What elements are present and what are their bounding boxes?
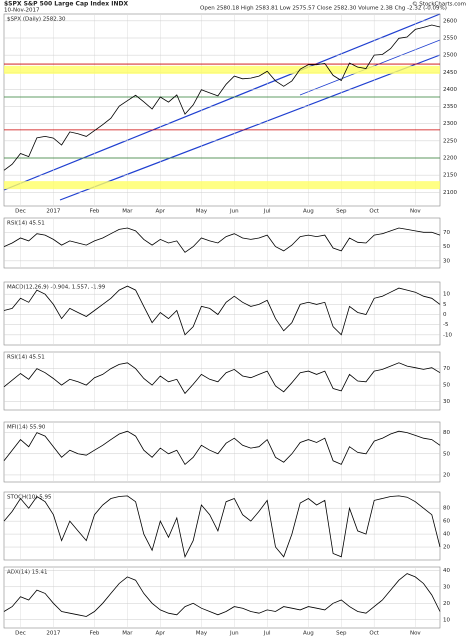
x-tick-label: Nov (410, 631, 421, 637)
panel-frame (3, 217, 441, 269)
panel-frame (3, 281, 441, 346)
panel-frame (3, 566, 441, 629)
y-tick-label: 2300 (443, 121, 457, 127)
panel-frame (3, 351, 441, 411)
x-tick-label: Mar (122, 209, 133, 215)
channel-line (3, 13, 441, 191)
y-tick-label: 10 (443, 617, 450, 623)
y-tick-label: 2150 (443, 173, 457, 179)
y-tick-label: 30 (443, 584, 450, 590)
panel-label: ADX(14) 15.41 (7, 570, 48, 576)
y-tick-label: 0 (443, 312, 447, 318)
y-tick-label: 50 (443, 244, 450, 250)
y-tick-label: 10 (443, 292, 450, 298)
y-tick-label: 2100 (443, 190, 457, 196)
x-tick-label: Apr (156, 209, 166, 215)
y-tick-label: 50 (443, 451, 450, 457)
y-tick-label: 20 (443, 601, 450, 607)
x-tick-label: Feb (90, 209, 100, 215)
series-line (3, 285, 441, 336)
x-tick-label: 2017 (46, 631, 60, 637)
panel-label: MACD(12,26,9) -0.904, 1.557, -1.99 (7, 285, 106, 291)
y-tick-label: 20 (443, 472, 450, 478)
x-tick-label: Aug (303, 631, 314, 637)
panel-label: RSI(14) 45.51 (7, 221, 45, 227)
y-tick-label: 2450 (443, 70, 457, 76)
y-tick-label: 2600 (443, 18, 457, 24)
y-tick-label: 80 (443, 506, 450, 512)
chart-date: 10-Nov-2017 (4, 8, 40, 14)
x-tick-label: Aug (303, 209, 314, 215)
y-tick-label: 80 (443, 430, 450, 436)
x-tick-label: Jun (229, 209, 239, 215)
legend-entry: $SPX (Daily) 2582.30 (7, 17, 66, 23)
x-tick-label: Jul (263, 631, 271, 637)
y-tick-label: 2550 (443, 36, 457, 42)
x-tick-label: Apr (156, 631, 166, 637)
x-tick-label: Jul (263, 209, 271, 215)
y-tick-label: -5 (443, 322, 449, 328)
y-tick-label: 50 (443, 383, 450, 389)
x-tick-label: Nov (410, 209, 421, 215)
panel-frame (3, 13, 441, 207)
y-tick-label: 40 (443, 568, 450, 574)
panel-label: RSI(14) 45.51 (7, 355, 45, 361)
y-tick-label: 40 (443, 532, 450, 538)
y-tick-label: 5 (443, 302, 447, 308)
series-line (3, 430, 441, 466)
y-tick-label: 2200 (443, 156, 457, 162)
series-line (3, 227, 441, 253)
y-tick-label: 20 (443, 545, 450, 551)
x-tick-label: Mar (122, 631, 133, 637)
y-tick-label: 70 (443, 366, 450, 372)
y-tick-label: 2400 (443, 87, 457, 93)
chart-title: $SPX S&P 500 Large Cap Index INDX (4, 1, 128, 8)
x-tick-label: May (196, 209, 208, 215)
x-tick-label: Sep (336, 209, 347, 215)
series-line (3, 495, 441, 558)
series-line (3, 24, 441, 171)
x-tick-label: Dec (15, 631, 26, 637)
y-tick-label: 2350 (443, 104, 457, 110)
y-tick-label: 30 (443, 258, 450, 264)
panel-label: STOCH(10) 5.95 (7, 495, 52, 501)
x-tick-label: Oct (369, 631, 379, 637)
y-tick-label: -10 (443, 332, 452, 338)
y-tick-label: 2250 (443, 138, 457, 144)
panel-frame (3, 421, 441, 483)
x-tick-label: May (196, 631, 208, 637)
x-tick-label: Jun (229, 631, 239, 637)
x-tick-label: Feb (90, 631, 100, 637)
series-line (3, 362, 441, 395)
panel-label: MFI(14) 55.90 (7, 425, 46, 431)
source: © StockCharts.com (412, 1, 466, 8)
x-tick-label: Dec (15, 209, 26, 215)
y-tick-label: 30 (443, 399, 450, 405)
series-line (3, 573, 441, 617)
x-tick-label: Oct (369, 209, 379, 215)
x-tick-label: Sep (336, 631, 347, 637)
quote-info: Open 2580.18 High 2583.81 Low 2575.57 Cl… (200, 6, 447, 12)
y-tick-label: 70 (443, 230, 450, 236)
channel-line (59, 54, 441, 201)
y-tick-label: 60 (443, 519, 450, 525)
x-tick-label: 2017 (46, 209, 60, 215)
panel-frame (3, 491, 441, 561)
y-tick-label: 2500 (443, 53, 457, 59)
